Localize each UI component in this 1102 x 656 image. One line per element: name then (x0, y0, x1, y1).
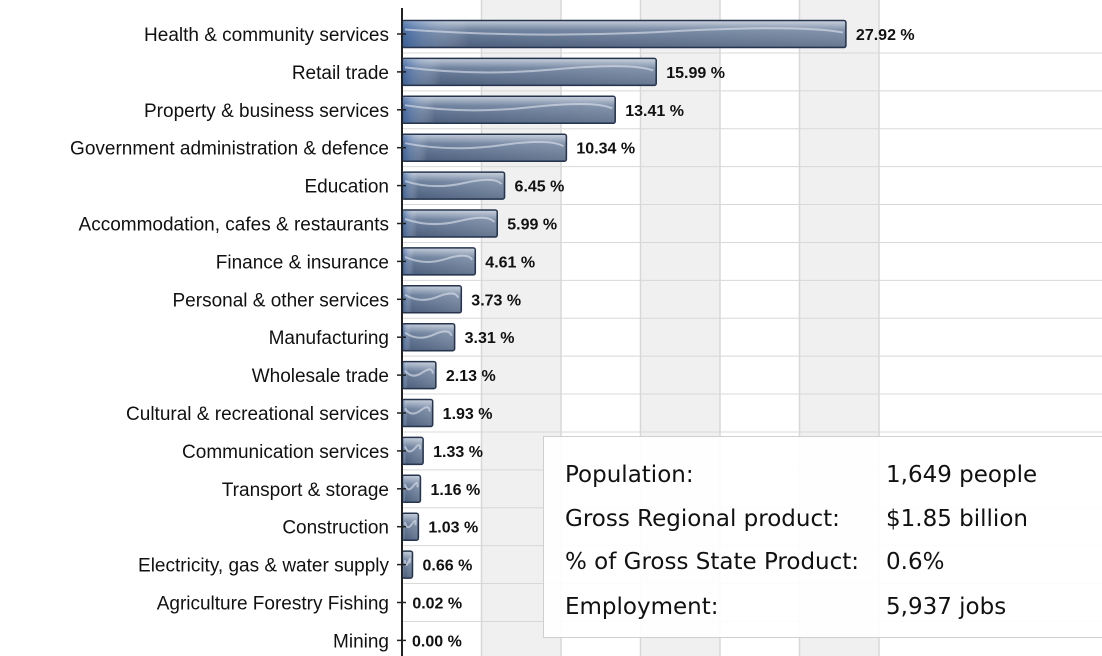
bar-highlight (404, 292, 460, 301)
category-label: Accommodation, cafes & restaurants (79, 215, 389, 236)
category-label: Communication services (182, 442, 389, 463)
category-label: Government administration & defence (70, 139, 389, 160)
stat-value: $1.85 billion (886, 506, 1028, 532)
stat-label: Gross Regional product: (565, 506, 840, 532)
stat-value: 0.6% (886, 549, 945, 575)
value-label: 1.03 % (428, 520, 478, 537)
stat-value: 1,649 people (886, 462, 1038, 488)
category-label: Wholesale trade (252, 366, 389, 387)
stat-label: Population: (565, 462, 694, 488)
value-label: 1.93 % (443, 406, 493, 423)
value-label: 2.13 % (446, 368, 496, 385)
bar-highlight (404, 406, 431, 415)
stat-value: 5,937 jobs (886, 594, 1007, 620)
category-label: Personal & other services (173, 290, 390, 311)
value-label: 10.34 % (576, 141, 635, 158)
value-label: 0.00 % (412, 633, 462, 650)
bar-highlight (404, 330, 453, 339)
bar-highlight (404, 178, 503, 188)
bar-highlight (404, 65, 654, 74)
category-label: Construction (282, 518, 389, 539)
category-label: Property & business services (144, 101, 389, 122)
category-label: Cultural & recreational services (126, 404, 389, 425)
category-label: Education (304, 177, 389, 198)
value-label: 27.92 % (856, 27, 915, 44)
category-label: Manufacturing (269, 328, 389, 349)
category-label: Retail trade (292, 63, 389, 84)
value-label: 13.41 % (625, 103, 684, 120)
bar-highlight (404, 519, 417, 529)
bar-highlight (404, 482, 419, 491)
bar-highlight (404, 140, 564, 150)
bar-highlight (404, 216, 496, 225)
bar-highlight (404, 27, 844, 36)
value-label: 6.45 % (515, 179, 565, 196)
category-label: Mining (333, 631, 389, 652)
value-label: 0.02 % (412, 596, 462, 613)
value-label: 3.73 % (471, 292, 521, 309)
value-label: 1.16 % (430, 482, 480, 499)
category-label: Electricity, gas & water supply (138, 556, 389, 577)
regional-stats-box: Population: 1,649 people Gross Regional … (543, 436, 1102, 638)
value-label: 5.99 % (507, 217, 557, 234)
category-label: Health & community services (144, 25, 389, 46)
value-label: 1.33 % (433, 444, 483, 461)
bar-highlight (404, 254, 474, 263)
value-label: 4.61 % (485, 254, 535, 271)
category-label: Finance & insurance (216, 252, 389, 273)
value-label: 3.31 % (465, 330, 515, 347)
bar-highlight (404, 444, 422, 453)
stat-label: % of Gross State Product: (565, 549, 860, 575)
stat-label: Employment: (565, 594, 719, 620)
value-label: 15.99 % (666, 65, 725, 82)
bar-highlight (404, 103, 613, 112)
value-label: 0.66 % (422, 558, 472, 575)
bar-highlight (404, 368, 434, 377)
category-label: Transport & storage (222, 480, 389, 501)
category-label: Agriculture Forestry Fishing (157, 594, 389, 615)
